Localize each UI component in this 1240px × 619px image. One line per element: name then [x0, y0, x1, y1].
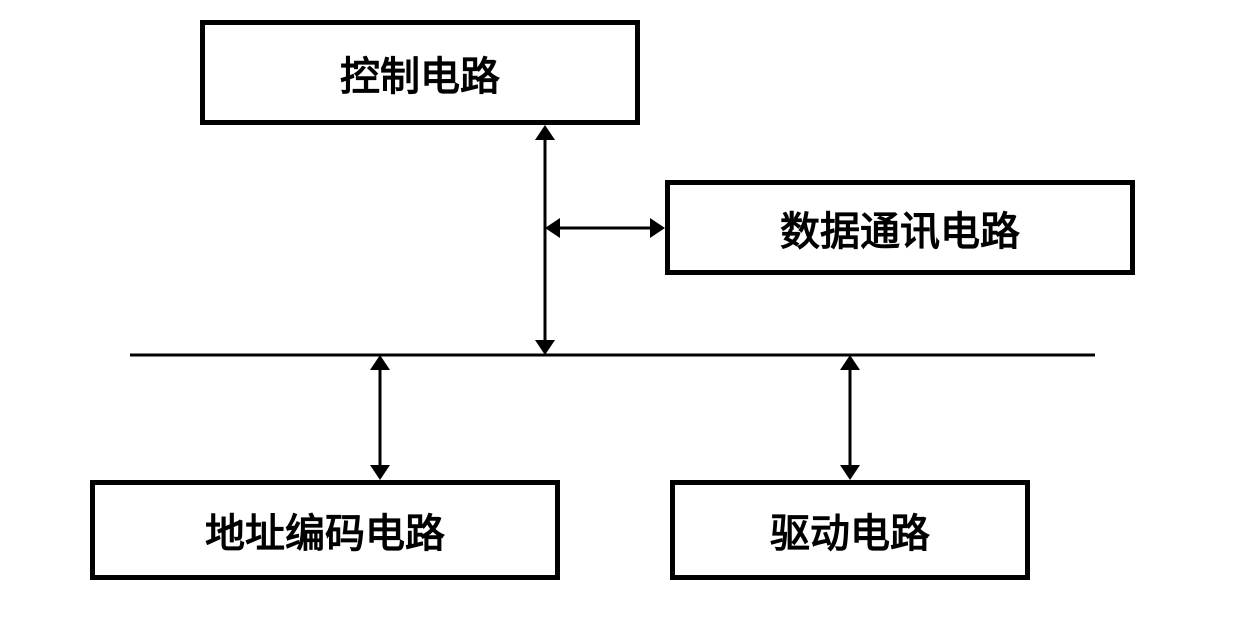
- address-encoding-circuit-label: 地址编码电路: [205, 501, 445, 559]
- address-encoding-circuit-box: 地址编码电路: [90, 480, 560, 580]
- driver-circuit-box: 驱动电路: [670, 480, 1030, 580]
- data-comm-circuit-label: 数据通讯电路: [780, 199, 1020, 257]
- data-comm-circuit-box: 数据通讯电路: [665, 180, 1135, 275]
- driver-circuit-label: 驱动电路: [770, 501, 930, 559]
- control-circuit-box: 控制电路: [200, 20, 640, 125]
- control-circuit-label: 控制电路: [340, 44, 500, 102]
